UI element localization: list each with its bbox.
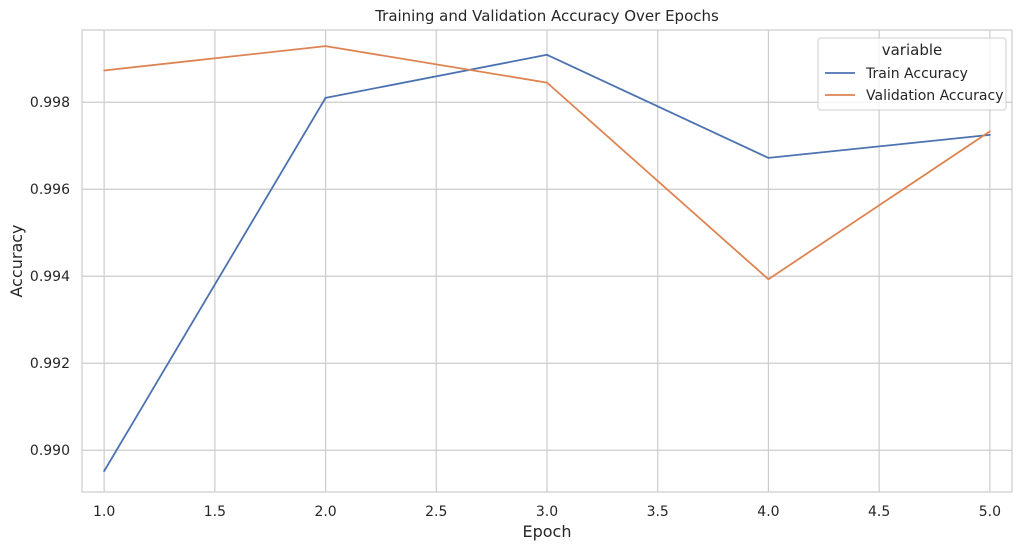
data-point bbox=[546, 81, 548, 84]
y-axis-label: Accuracy bbox=[7, 224, 26, 297]
data-point bbox=[767, 278, 770, 281]
data-point bbox=[988, 130, 991, 133]
x-tick-label: 1.0 bbox=[93, 504, 115, 520]
data-point bbox=[324, 45, 327, 47]
data-point bbox=[103, 470, 106, 473]
y-tick-label: 0.996 bbox=[30, 182, 70, 198]
legend-label-validation: Validation Accuracy bbox=[866, 88, 1004, 104]
x-tick-label: 2.0 bbox=[314, 504, 336, 520]
x-axis-label: Epoch bbox=[523, 522, 572, 541]
data-point bbox=[546, 53, 548, 56]
data-point bbox=[324, 96, 327, 99]
legend: variable Train Accuracy Validation Accur… bbox=[817, 37, 1007, 111]
legend-label-train: Train Accuracy bbox=[865, 66, 968, 82]
legend-box bbox=[817, 37, 1007, 111]
y-tick-label: 0.990 bbox=[30, 443, 70, 459]
y-tick-label: 0.992 bbox=[30, 356, 70, 372]
x-tick-labels: 1.0 1.5 2.0 2.5 3.0 3.5 4.0 4.5 5.0 bbox=[93, 504, 1001, 520]
legend-title: variable bbox=[882, 41, 943, 59]
x-tick-label: 5.0 bbox=[979, 504, 1001, 520]
chart-title: Training and Validation Accuracy Over Ep… bbox=[374, 7, 719, 25]
x-tick-label: 4.5 bbox=[868, 504, 890, 520]
data-point bbox=[988, 133, 991, 136]
plot-area-frame bbox=[81, 29, 1013, 493]
x-tick-label: 4.0 bbox=[757, 504, 779, 520]
y-tick-label: 0.994 bbox=[30, 269, 70, 285]
data-point bbox=[103, 69, 106, 72]
data-point bbox=[767, 156, 770, 159]
x-tick-label: 2.5 bbox=[425, 504, 447, 520]
x-tick-label: 3.0 bbox=[536, 504, 558, 520]
series-lines bbox=[103, 45, 991, 473]
y-tick-label: 0.998 bbox=[30, 95, 70, 111]
x-tick-label: 3.5 bbox=[647, 504, 669, 520]
x-tick-label: 1.5 bbox=[204, 504, 226, 520]
y-tick-labels: 0.990 0.992 0.994 0.996 0.998 bbox=[30, 95, 70, 459]
